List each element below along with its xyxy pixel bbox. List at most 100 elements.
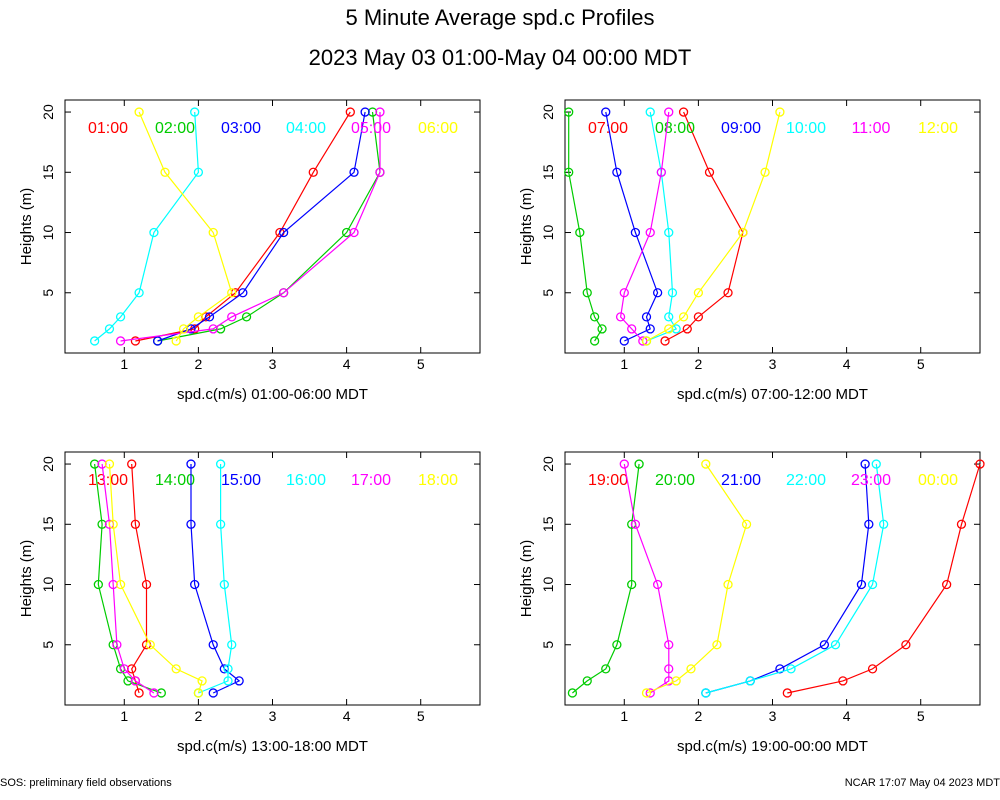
x-tick-label: 5 — [417, 708, 425, 724]
data-point — [871, 459, 881, 469]
data-point — [193, 167, 204, 177]
data-point — [589, 336, 600, 346]
plot-frame — [64, 99, 481, 354]
data-point — [664, 107, 674, 117]
series-line-08:00 — [568, 112, 603, 342]
data-point — [786, 664, 796, 674]
data-point — [630, 519, 641, 529]
series-line-17:00 — [101, 463, 155, 694]
series-line-02:00 — [157, 111, 381, 342]
data-point — [619, 288, 629, 298]
data-point — [93, 579, 103, 590]
data-point — [360, 107, 370, 117]
data-point — [645, 227, 655, 238]
data-point — [278, 288, 289, 298]
data-point — [115, 336, 126, 346]
series-line-19:00 — [787, 463, 981, 694]
data-point — [567, 688, 578, 698]
x-tick-label: 3 — [269, 356, 277, 372]
data-point — [197, 676, 207, 686]
data-point — [738, 227, 748, 238]
legend-entry: 21:00 — [721, 472, 761, 489]
data-point — [956, 519, 967, 529]
legend-entry: 13:00 — [88, 472, 128, 489]
data-point — [152, 336, 163, 346]
data-point — [127, 459, 137, 469]
x-tick-label: 2 — [194, 708, 202, 724]
legend-entry: 11:00 — [852, 120, 891, 137]
data-point — [145, 640, 155, 650]
y-tick-label: 20 — [540, 104, 556, 120]
data-point — [838, 676, 848, 686]
x-tick-label: 3 — [769, 708, 777, 724]
data-point — [130, 676, 141, 686]
x-axis-label: spd.c(m/s) 19:00-00:00 MDT — [677, 738, 868, 755]
data-point — [656, 167, 666, 177]
data-point — [208, 688, 218, 698]
x-axis-label: spd.c(m/s) 13:00-18:00 MDT — [177, 738, 368, 755]
x-tick-label: 1 — [120, 356, 128, 372]
data-point — [619, 336, 629, 346]
x-tick-label: 4 — [843, 708, 851, 724]
series-line-20:00 — [572, 463, 640, 694]
chart-panel-1: 1 2 3 4 5 5 10 15 20 spd.c(m/s) 01:00-06:00 MDT He… — [18, 99, 481, 403]
series-line-01:00 — [135, 111, 351, 342]
y-tick-label: 15 — [40, 516, 56, 532]
y-tick-label: 10 — [40, 577, 56, 593]
data-point — [597, 324, 607, 334]
data-point — [115, 312, 126, 322]
legend-entry: 18:00 — [418, 472, 458, 489]
data-point — [575, 227, 585, 238]
data-point — [641, 336, 652, 346]
data-point — [723, 579, 733, 590]
data-point — [112, 640, 122, 650]
data-point — [652, 579, 663, 590]
data-point — [564, 107, 574, 117]
x-axis-label: spd.c(m/s) 07:00-12:00 MDT — [677, 386, 868, 403]
data-point — [171, 336, 181, 346]
data-point — [375, 167, 385, 177]
data-point — [130, 336, 141, 346]
data-point — [349, 167, 359, 177]
data-point — [227, 640, 237, 650]
data-point — [119, 664, 129, 674]
data-point — [104, 324, 115, 334]
data-point — [664, 324, 674, 334]
data-point — [645, 324, 655, 334]
y-tick-label: 5 — [40, 289, 56, 297]
data-point — [345, 107, 355, 117]
y-tick-label: 5 — [40, 641, 56, 649]
data-point — [349, 227, 359, 238]
legend-entry: 08:00 — [655, 120, 695, 137]
legend-entry: 22:00 — [786, 472, 826, 489]
x-tick-label: 3 — [769, 356, 777, 372]
x-tick-label: 1 — [620, 356, 628, 372]
data-point — [867, 579, 878, 590]
data-point — [819, 640, 830, 650]
data-point — [208, 324, 218, 334]
data-point — [190, 579, 200, 590]
y-tick-label: 15 — [40, 164, 56, 180]
footer-right: NCAR 17:07 May 04 2023 MDT — [844, 777, 1000, 789]
data-point — [627, 324, 637, 334]
data-point — [671, 676, 681, 686]
y-tick-label: 15 — [540, 516, 556, 532]
legend-entry: 04:00 — [286, 120, 326, 137]
series-line-22:00 — [705, 463, 885, 694]
series-line-14:00 — [94, 463, 162, 694]
data-point — [678, 107, 689, 117]
x-tick-label: 2 — [194, 356, 202, 372]
series-line-12:00 — [646, 111, 781, 342]
data-point — [741, 519, 752, 529]
legend-entry: 09:00 — [721, 120, 761, 137]
data-point — [134, 688, 144, 698]
x-tick-label: 4 — [343, 356, 351, 372]
data-point — [634, 459, 644, 469]
page-subtitle: 2023 May 03 01:00-May 04 00:00 MDT — [308, 45, 692, 70]
data-point — [682, 324, 692, 334]
data-point — [134, 107, 144, 117]
y-axis-label: Heights (m) — [18, 188, 35, 266]
data-point — [652, 288, 663, 298]
data-point — [664, 312, 674, 322]
